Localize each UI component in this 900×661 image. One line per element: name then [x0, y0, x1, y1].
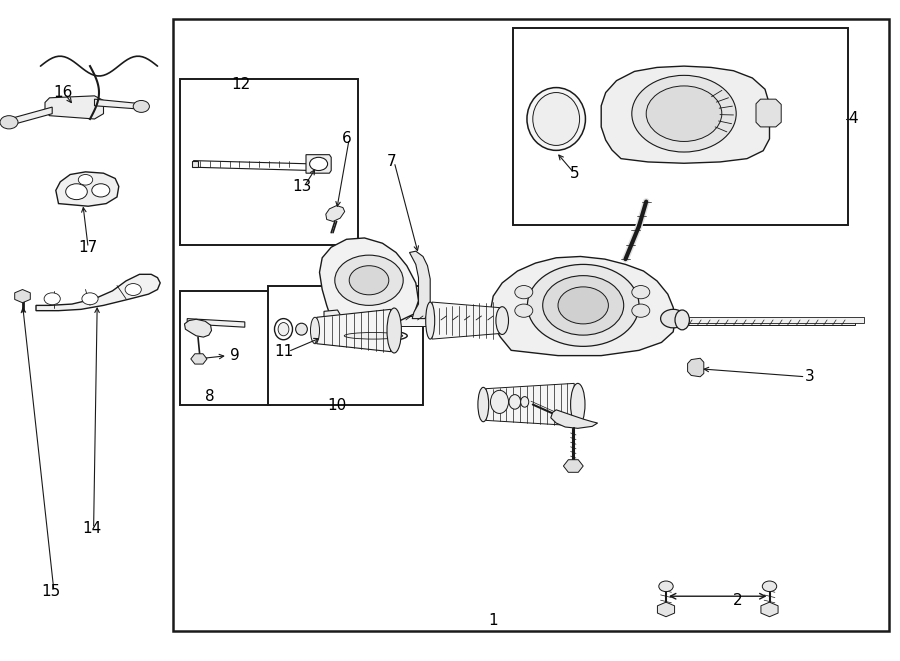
Polygon shape — [317, 309, 391, 352]
Polygon shape — [45, 96, 104, 119]
Circle shape — [133, 100, 149, 112]
Circle shape — [762, 581, 777, 592]
Circle shape — [515, 304, 533, 317]
Text: 7: 7 — [387, 155, 396, 169]
Polygon shape — [14, 290, 31, 303]
Circle shape — [632, 286, 650, 299]
Circle shape — [349, 266, 389, 295]
Polygon shape — [306, 155, 331, 173]
Ellipse shape — [344, 332, 403, 339]
Circle shape — [646, 86, 722, 141]
Polygon shape — [756, 99, 781, 127]
Ellipse shape — [478, 387, 489, 422]
Polygon shape — [192, 161, 198, 167]
Text: 14: 14 — [82, 522, 102, 536]
Polygon shape — [684, 320, 855, 325]
Polygon shape — [688, 358, 704, 377]
Polygon shape — [180, 79, 358, 245]
Polygon shape — [328, 316, 500, 326]
Circle shape — [515, 286, 533, 299]
Circle shape — [335, 255, 403, 305]
Text: 12: 12 — [231, 77, 251, 92]
Polygon shape — [601, 66, 770, 163]
Ellipse shape — [274, 319, 292, 340]
Ellipse shape — [520, 397, 528, 407]
Polygon shape — [657, 602, 675, 617]
Text: 6: 6 — [342, 132, 351, 146]
Polygon shape — [94, 99, 142, 109]
Circle shape — [82, 293, 98, 305]
Circle shape — [527, 264, 639, 346]
Polygon shape — [326, 206, 345, 221]
Ellipse shape — [426, 302, 435, 339]
Circle shape — [661, 309, 686, 328]
Polygon shape — [36, 274, 160, 311]
Polygon shape — [173, 19, 889, 631]
Polygon shape — [513, 28, 848, 225]
Circle shape — [632, 75, 736, 152]
Polygon shape — [180, 291, 270, 405]
Circle shape — [0, 116, 18, 129]
Ellipse shape — [675, 310, 689, 330]
Polygon shape — [432, 302, 500, 339]
Text: 4: 4 — [849, 112, 858, 126]
Polygon shape — [491, 256, 675, 356]
Polygon shape — [760, 602, 778, 617]
Polygon shape — [410, 251, 430, 319]
Ellipse shape — [508, 395, 520, 409]
Polygon shape — [324, 310, 340, 332]
Ellipse shape — [278, 323, 289, 336]
Polygon shape — [184, 319, 212, 337]
Ellipse shape — [310, 317, 320, 344]
Polygon shape — [56, 172, 119, 206]
Circle shape — [659, 581, 673, 592]
Polygon shape — [9, 107, 52, 126]
Circle shape — [44, 293, 60, 305]
Text: 3: 3 — [806, 369, 814, 384]
Polygon shape — [486, 383, 574, 426]
Polygon shape — [194, 161, 313, 171]
Text: 15: 15 — [41, 584, 61, 599]
Polygon shape — [268, 286, 423, 405]
Text: 13: 13 — [292, 179, 311, 194]
Text: 9: 9 — [230, 348, 239, 363]
Polygon shape — [673, 317, 864, 323]
Text: 2: 2 — [734, 593, 742, 607]
Circle shape — [632, 304, 650, 317]
Ellipse shape — [496, 307, 508, 334]
Circle shape — [92, 184, 110, 197]
Ellipse shape — [533, 93, 580, 145]
Circle shape — [125, 284, 141, 295]
Circle shape — [66, 184, 87, 200]
Text: 17: 17 — [78, 241, 98, 255]
Circle shape — [558, 287, 608, 324]
Ellipse shape — [387, 308, 401, 353]
Polygon shape — [563, 459, 583, 473]
Text: 10: 10 — [327, 399, 346, 413]
Polygon shape — [551, 410, 598, 428]
Polygon shape — [191, 354, 207, 364]
Circle shape — [310, 157, 328, 171]
Polygon shape — [320, 238, 419, 325]
Text: 5: 5 — [570, 166, 579, 180]
Text: 11: 11 — [274, 344, 294, 359]
Ellipse shape — [295, 323, 308, 335]
Polygon shape — [187, 319, 245, 327]
Ellipse shape — [527, 87, 586, 151]
Ellipse shape — [340, 330, 407, 342]
Text: 1: 1 — [489, 613, 498, 627]
Ellipse shape — [491, 390, 508, 414]
Text: 16: 16 — [53, 85, 73, 100]
Ellipse shape — [571, 383, 585, 426]
Circle shape — [543, 276, 624, 335]
Circle shape — [78, 175, 93, 185]
Text: 8: 8 — [205, 389, 214, 404]
